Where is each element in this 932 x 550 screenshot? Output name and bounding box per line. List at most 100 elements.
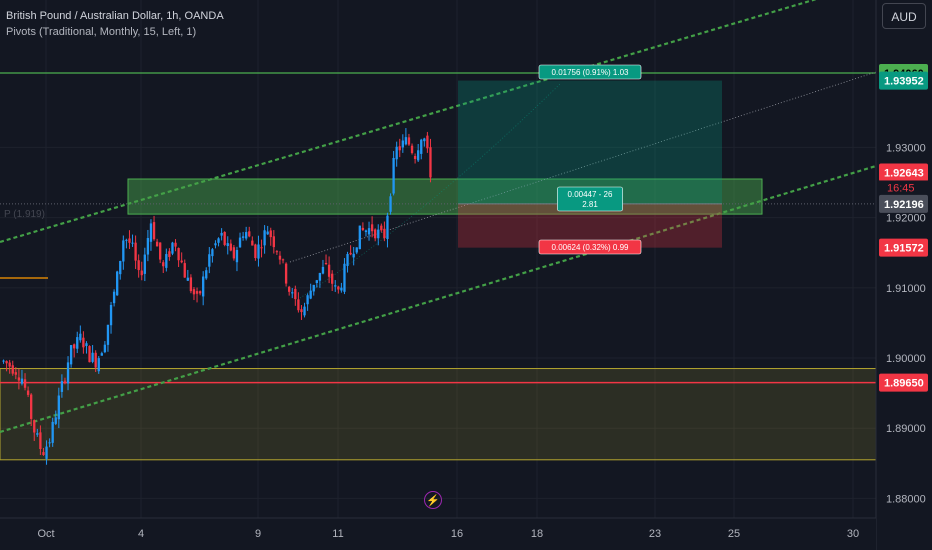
channel-upper xyxy=(0,0,817,244)
candles-layer xyxy=(2,128,432,465)
trend-channel xyxy=(0,0,877,434)
candle-body xyxy=(288,286,291,292)
horizontal-lines-layer: P (1.919) xyxy=(0,72,876,384)
candle-body xyxy=(60,381,64,392)
candle-body xyxy=(180,260,183,263)
candle-body xyxy=(211,249,214,257)
candle-body xyxy=(257,244,260,259)
countdown-bg xyxy=(879,180,928,195)
candle-body xyxy=(152,222,156,240)
price-axis[interactable]: 1.88000 1.89000 1.90000 1.91000 1.92000 1.930… xyxy=(875,0,932,550)
candle-body xyxy=(306,295,309,305)
candle-body xyxy=(103,344,107,353)
candle-body xyxy=(349,252,352,255)
candle-body xyxy=(76,337,79,349)
candle-body xyxy=(97,358,100,372)
candle-body xyxy=(54,417,57,424)
candle-body xyxy=(321,266,325,274)
candle-body xyxy=(69,345,73,365)
lightning-icon[interactable]: ⚡ xyxy=(424,491,442,509)
price-tick: 1.91000 xyxy=(886,283,926,295)
candle-body xyxy=(189,277,193,292)
candle-body xyxy=(186,277,189,281)
candle-body xyxy=(340,287,343,291)
candle-body xyxy=(79,333,82,341)
candle-body xyxy=(82,337,85,348)
risk-reward-label-text: 2.81 xyxy=(582,200,598,209)
price-axis-bg xyxy=(876,0,932,550)
candle-body xyxy=(269,230,272,238)
price-tick: 1.88000 xyxy=(886,493,926,505)
candle-body xyxy=(39,432,42,449)
candle-body xyxy=(42,452,45,456)
candle-body xyxy=(159,242,162,260)
candle-body xyxy=(324,262,328,264)
target-label-text: 0.01756 (0.91%) 1.03 xyxy=(552,68,629,77)
time-tick: 23 xyxy=(649,528,661,540)
grid-lines xyxy=(0,0,876,518)
candle-body xyxy=(106,324,110,345)
candle-body xyxy=(251,240,254,246)
candle-body xyxy=(177,248,180,261)
candle-body xyxy=(229,243,232,251)
candle-body xyxy=(358,225,361,250)
candle-body xyxy=(125,239,128,241)
candle-body xyxy=(73,344,76,349)
candle-body xyxy=(343,263,346,292)
candle-body xyxy=(202,276,205,297)
candle-body xyxy=(426,135,429,149)
price-label: 1.92643 xyxy=(884,167,924,179)
time-tick: 9 xyxy=(255,528,261,540)
time-tick: Oct xyxy=(37,528,54,540)
candle-body xyxy=(423,138,426,142)
candle-body xyxy=(174,242,177,247)
price-tick: 1.93000 xyxy=(886,142,926,154)
candle-body xyxy=(389,196,392,212)
candle-body xyxy=(331,273,334,284)
candle-body xyxy=(91,352,94,362)
candle-body xyxy=(146,238,150,255)
candle-body xyxy=(11,365,14,374)
candle-body xyxy=(315,280,318,283)
candle-body xyxy=(248,231,251,237)
price-label: 1.89650 xyxy=(884,378,924,390)
pivot-label: P (1.919) xyxy=(4,209,45,220)
candle-body xyxy=(165,254,168,268)
candle-body xyxy=(370,224,374,232)
candle-body xyxy=(263,230,266,246)
indicator-title[interactable]: Pivots (Traditional, Monthly, 15, Left, … xyxy=(6,26,197,38)
candle-body xyxy=(318,272,322,281)
candle-body xyxy=(241,236,245,238)
candle-body xyxy=(5,361,8,364)
candle-body xyxy=(410,145,414,154)
risk-reward-label-bg xyxy=(557,186,623,212)
candle-body xyxy=(155,241,159,247)
time-axis[interactable]: Oct 4 9 11 16 18 23 25 30 xyxy=(0,517,876,550)
candle-body xyxy=(94,352,97,368)
candle-body xyxy=(183,263,186,278)
candle-body xyxy=(162,262,165,267)
candle-body xyxy=(352,253,355,258)
price-label-bg xyxy=(879,163,928,182)
long-position-tool[interactable] xyxy=(458,80,722,248)
stop-label-text: 0.00624 (0.32%) 0.99 xyxy=(552,243,629,252)
price-label-bg xyxy=(879,71,928,90)
target-label: 0.01756 (0.91%) 1.03 xyxy=(538,64,642,80)
candle-body xyxy=(303,306,306,316)
candle-body xyxy=(198,291,202,294)
candle-body xyxy=(20,378,24,384)
price-tick: 1.90000 xyxy=(886,353,926,365)
currency-button[interactable]: AUD xyxy=(882,3,926,29)
candle-body xyxy=(220,232,223,236)
candle-body xyxy=(260,247,263,249)
candle-body xyxy=(232,247,236,259)
candle-body xyxy=(377,229,380,239)
candle-body xyxy=(392,157,395,194)
candle-body xyxy=(57,395,60,420)
candle-body xyxy=(380,225,383,231)
candle-body xyxy=(122,240,125,262)
symbol-title[interactable]: British Pound / Australian Dollar, 1h, O… xyxy=(6,10,224,22)
supply-demand-zone xyxy=(127,178,763,215)
candle-body xyxy=(33,420,36,433)
